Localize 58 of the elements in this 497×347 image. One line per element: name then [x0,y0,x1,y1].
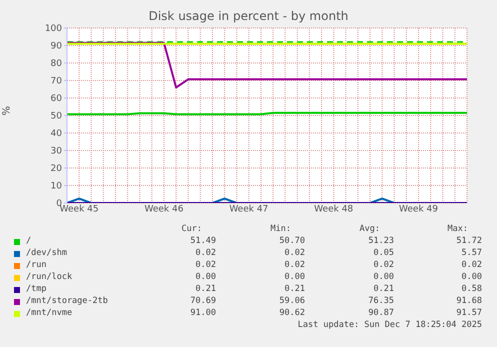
text: 0.02 [374,260,394,270]
text: 0.02 [196,260,216,270]
legend-label: /mnt/storage-2tb [26,296,108,306]
y-tick-label: 100 [44,24,62,34]
text: 0.21 [284,284,305,294]
y-tick-label: 60 [50,94,62,104]
text: 0.21 [196,284,216,294]
text: 90.62 [279,308,305,318]
text: 76.35 [368,296,394,306]
text: 91.68 [456,296,482,306]
x-tick-label: Week 48 [314,204,354,214]
text: Cur: [182,224,202,234]
text: 5.57 [462,248,482,258]
text: 0.02 [462,260,482,270]
text: 0.21 [374,284,394,294]
text: 0.02 [284,248,305,258]
text: 91.00 [190,308,216,318]
x-tick-label: Week 45 [60,204,99,214]
text: 51.72 [456,236,482,246]
y-tick-label: 0 [56,199,62,210]
legend-label: / [26,236,32,246]
x-tick-label: Week 47 [229,204,268,214]
text: 0.00 [284,272,305,282]
text: 0.00 [462,272,482,282]
y-tick-label: 20 [50,164,62,174]
legend-label: /tmp [26,284,46,294]
text: 0.00 [196,272,216,282]
text: Avg: [360,224,380,234]
text: 90.87 [368,308,394,318]
y-tick-label: 80 [50,59,62,70]
legend-label: /dev/shm [26,248,67,258]
text: 70.69 [190,296,216,306]
text: Max: [448,224,468,234]
y-tick-label: 30 [50,146,62,157]
legend-label: /run/lock [26,272,72,282]
y-tick-label: 90 [50,42,62,52]
text: Min: [270,224,291,234]
text: 0.05 [374,248,394,258]
text: 0.00 [374,272,394,282]
x-tick-label: Week 49 [399,204,438,214]
text: 0.58 [462,284,482,294]
y-tick-label: 10 [50,182,62,192]
y-tick-label: 40 [50,129,62,140]
legend-label: /mnt/nvme [26,308,72,318]
x-tick-label: Week 46 [144,204,184,214]
text: 91.57 [456,308,482,318]
text: Last update: Sun Dec 7 18:25:04 2025 [298,320,482,330]
text: 51.49 [190,236,216,246]
chart-title: Disk usage in percent - by month [148,9,350,23]
legend-label: /run [26,260,46,270]
y-axis-title: % [2,106,13,116]
text: 0.02 [284,260,305,270]
y-tick-label: 70 [50,76,62,87]
text: 0.02 [196,248,216,258]
text: 50.70 [279,236,305,246]
y-tick-label: 50 [50,112,62,122]
text: 59.06 [279,296,305,306]
text: 51.23 [368,236,394,246]
